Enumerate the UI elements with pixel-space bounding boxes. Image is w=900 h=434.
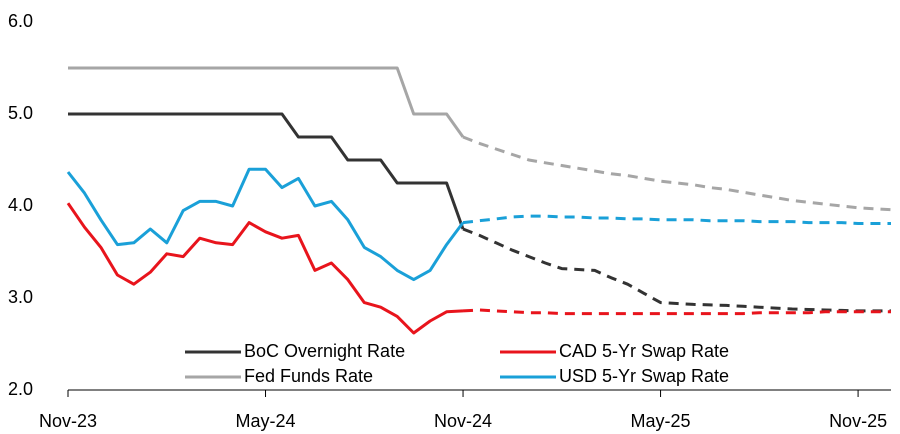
series-line [68, 112, 465, 230]
y-tick-label: 5.0 [8, 103, 33, 123]
y-tick-label: 3.0 [8, 287, 33, 307]
series-line [66, 202, 464, 335]
legend-label: CAD 5-Yr Swap Rate [559, 341, 729, 361]
legend-label: Fed Funds Rate [244, 366, 373, 386]
series-line [68, 66, 465, 138]
forecast-line [462, 135, 892, 212]
series-line [66, 167, 465, 282]
x-tick-label: Nov-24 [434, 411, 492, 431]
forecast-line [462, 227, 891, 313]
forecast-line [462, 214, 891, 225]
x-tick-label: Nov-25 [829, 411, 887, 431]
y-tick-label: 2.0 [8, 379, 33, 399]
y-tick-label: 4.0 [8, 195, 33, 215]
forecast-line [462, 308, 891, 316]
x-tick-label: May-24 [236, 411, 296, 431]
y-tick-label: 6.0 [8, 11, 33, 31]
x-tick-label: May-25 [631, 411, 691, 431]
x-tick-label: Nov-23 [39, 411, 97, 431]
legend-label: BoC Overnight Rate [244, 341, 405, 361]
legend-label: USD 5-Yr Swap Rate [559, 366, 729, 386]
